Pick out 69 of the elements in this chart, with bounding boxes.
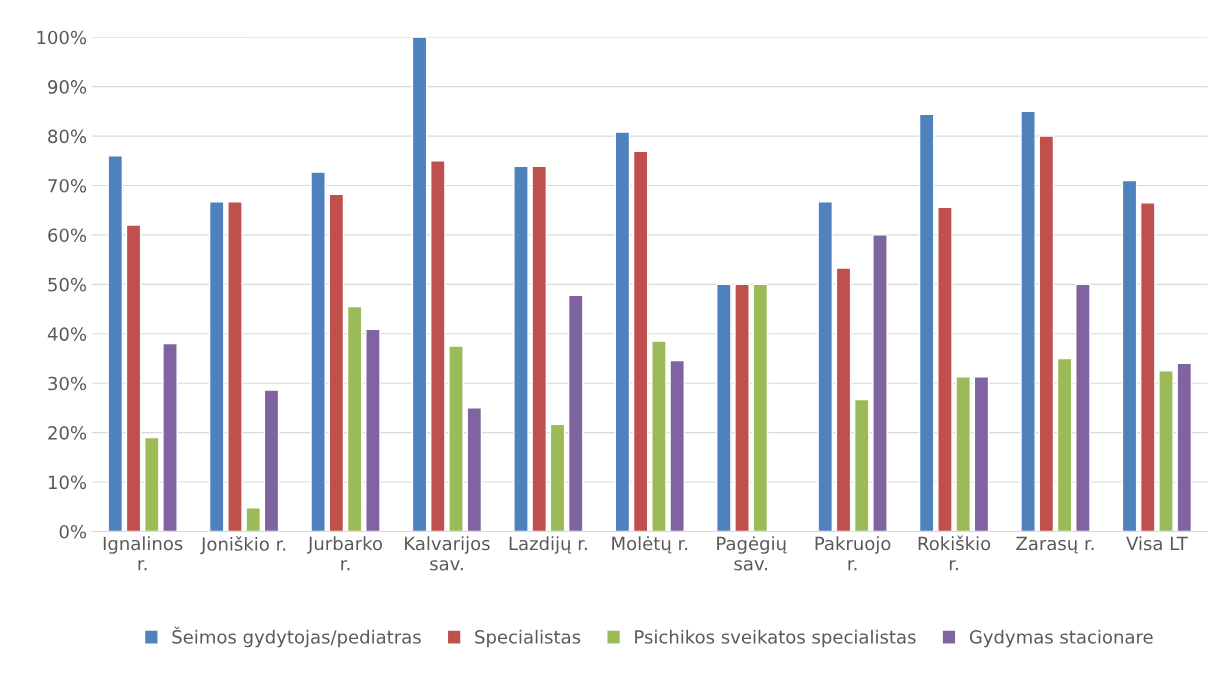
bar <box>107 155 124 532</box>
bar <box>328 193 345 532</box>
bar <box>208 201 225 532</box>
y-tick-label: 50% <box>48 277 87 292</box>
bar <box>162 342 178 532</box>
bar <box>1075 283 1091 532</box>
bar <box>448 345 464 532</box>
bar <box>835 267 852 532</box>
x-tick-label: Rokiškio r. <box>918 535 991 571</box>
bar <box>227 201 243 532</box>
bar <box>1020 110 1036 532</box>
bar <box>817 201 834 532</box>
bar <box>853 398 870 532</box>
bar <box>716 283 732 532</box>
bar <box>937 206 953 532</box>
x-tick-label: Ignalinos r. <box>103 536 183 571</box>
bar <box>365 328 381 532</box>
y-tick-label: 0% <box>59 524 87 539</box>
y-tick-label: 40% <box>47 327 87 341</box>
legend-label: Psichikos sveikatos specialistas <box>635 629 916 648</box>
bar <box>125 224 142 532</box>
x-tick-label: Kalvarijos sav. <box>405 536 490 571</box>
y-tick-label: 100% <box>37 30 87 45</box>
x-tick-label: Joniškio r. <box>200 536 286 555</box>
legend-label: Šeimos gydytojas/pediatras <box>172 626 421 648</box>
x-tick-label: Lazdijų r. <box>509 536 587 554</box>
bar <box>310 171 326 532</box>
bar <box>651 340 667 532</box>
bar <box>872 234 888 532</box>
legend-label: Gydymas stacionare <box>969 629 1153 648</box>
x-tick-label: Jurbarko r. <box>307 536 383 571</box>
x-tick-label: Molėtų r. <box>612 536 688 554</box>
x-tick-label: Zarasų r. <box>1016 536 1094 554</box>
bar <box>513 165 529 532</box>
bar <box>263 389 280 532</box>
bar <box>973 376 990 532</box>
bar <box>1056 357 1073 532</box>
bar <box>632 150 649 532</box>
bar <box>549 423 566 532</box>
y-tick-label: 80% <box>48 129 87 144</box>
legend-label: Specialistas <box>475 629 581 648</box>
bar <box>955 376 971 532</box>
bar <box>614 131 631 532</box>
y-tick-label: 10% <box>48 475 87 490</box>
bar <box>1139 202 1156 532</box>
bar <box>734 283 750 532</box>
bar <box>567 294 584 532</box>
bar <box>466 407 483 532</box>
bar <box>1176 362 1193 532</box>
bar <box>752 283 769 532</box>
bar <box>669 359 685 532</box>
y-tick-label: 60% <box>48 228 87 243</box>
y-tick-label: 30% <box>48 376 87 391</box>
x-tick-label: Visa LT <box>1126 536 1188 551</box>
bar <box>918 113 935 532</box>
bar <box>411 37 428 532</box>
y-tick-label: 90% <box>48 80 87 94</box>
x-tick-label: Pakruojo r. <box>815 536 891 571</box>
bar <box>531 165 548 532</box>
y-tick-label: 70% <box>48 178 87 193</box>
bar <box>1121 179 1138 532</box>
bar <box>143 436 160 532</box>
bar <box>1038 135 1055 532</box>
bar <box>346 305 363 532</box>
bar <box>1158 370 1174 532</box>
x-tick-label: Pagėgių sav. <box>717 536 787 571</box>
bar <box>245 507 262 532</box>
bar <box>430 160 446 532</box>
y-tick-label: 20% <box>48 426 87 440</box>
